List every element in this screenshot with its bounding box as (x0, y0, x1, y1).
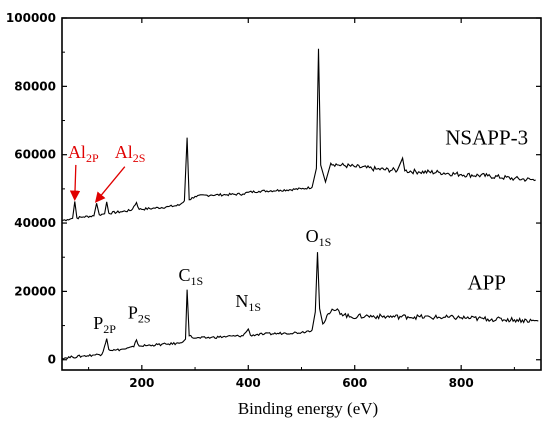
y-tick-label: 0 (48, 353, 56, 367)
x-axis-title: Binding energy (eV) (238, 399, 378, 418)
x-tick-label: 600 (342, 376, 367, 390)
annotations: NSAPP-3 APP O1S C1S N1S P2P P2S Al2P Al2S (68, 125, 528, 336)
annotation-arrow (94, 166, 126, 203)
series-label-app: APP (467, 271, 506, 295)
series-line-nsapp-3 (61, 48, 536, 222)
y-tick-label: 80000 (14, 79, 56, 93)
y-tick-label: 40000 (14, 216, 56, 230)
series-group (61, 48, 539, 360)
peak-label-n1s: N1S (235, 291, 261, 314)
axis-ticks: 200 400 600 800 0 20000 40000 60000 80000 100000 (6, 11, 541, 390)
peak-label-p2s: P2S (128, 303, 151, 326)
peak-label-p2p: P2P (93, 313, 116, 336)
peak-label-al2p: Al2P (68, 142, 99, 165)
y-tick-label: 20000 (14, 284, 56, 298)
x-tick-label: 800 (449, 376, 474, 390)
y-tick-label: 60000 (14, 148, 56, 162)
series-label-nsapp3: NSAPP-3 (445, 125, 528, 149)
x-tick-label: 200 (129, 376, 154, 390)
peak-label-o1s: O1S (306, 226, 332, 249)
series-line-app (61, 252, 539, 360)
x-tick-label: 400 (236, 376, 261, 390)
annotation-arrow (69, 164, 81, 202)
y-tick-label: 100000 (6, 11, 56, 25)
peak-label-al2s: Al2S (115, 142, 146, 165)
peak-label-c1s: C1S (178, 265, 203, 288)
